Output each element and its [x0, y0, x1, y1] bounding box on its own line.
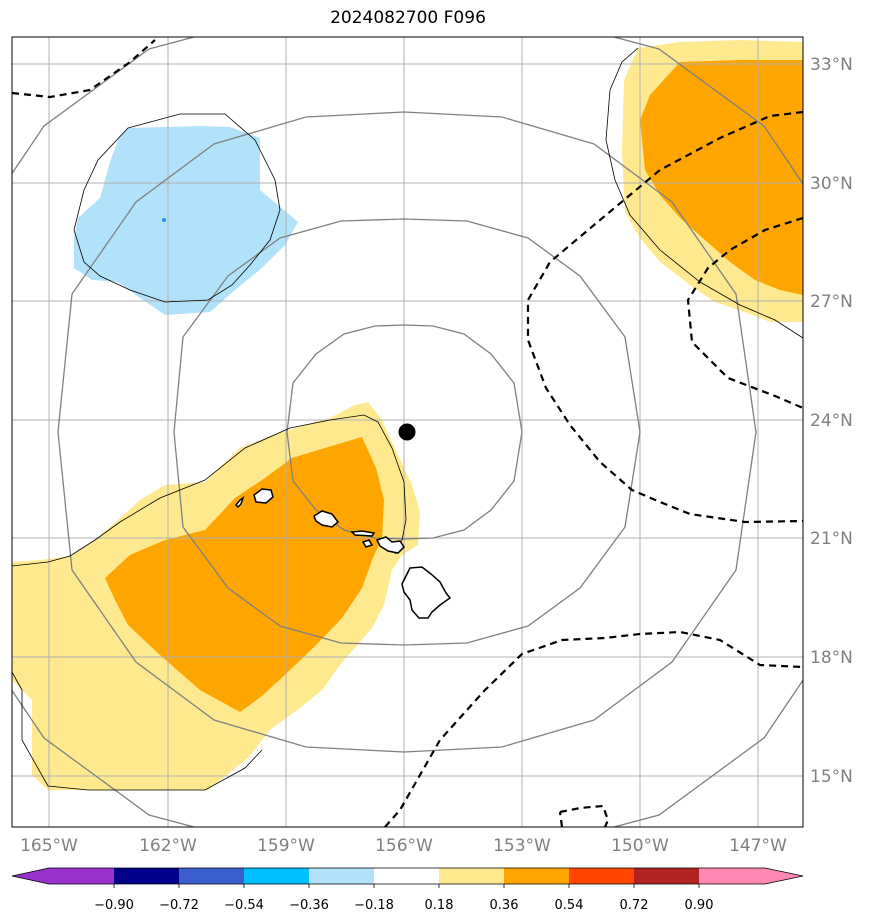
lon-label: 165°W [20, 836, 78, 856]
dashed-contour-northeast [686, 216, 803, 410]
lat-label: 30°N [810, 174, 853, 194]
colorbar-segment [49, 868, 115, 884]
colorbar-extend-high [765, 868, 803, 884]
island-maui [375, 536, 405, 554]
island-kauai [253, 488, 274, 504]
lat-label: 21°N [810, 529, 853, 549]
colorbar-tick-label: −0.36 [289, 898, 329, 913]
thin-contour-nw [73, 113, 281, 303]
thin-contour-sw-lower [12, 671, 263, 791]
lat-label: 24°N [810, 411, 853, 431]
storm-center-marker [398, 423, 416, 441]
dashed-contour-south [384, 630, 803, 827]
colorbar-segment [504, 868, 570, 884]
colorbar-tick-label: 0.36 [490, 898, 519, 913]
lat-label: 15°N [810, 767, 853, 787]
lat-label: 33°N [810, 55, 853, 75]
colorbar-tick-label: −0.54 [224, 898, 264, 913]
colorbar-tick-label: 0.54 [555, 898, 584, 913]
thin-contour-sw [12, 414, 407, 567]
map-title: 2024082700 F096 [330, 8, 486, 28]
range-ring-2 [173, 218, 641, 646]
range-ring-1 [286, 324, 523, 540]
negative-anomaly-dot [162, 218, 166, 222]
anomaly-fill-layer [12, 40, 803, 790]
colorbar-tick-label: 0.72 [620, 898, 649, 913]
lon-label: 147°W [729, 836, 787, 856]
lon-label: 162°W [139, 836, 197, 856]
island-niihau [234, 496, 245, 509]
island-oahu [313, 510, 340, 528]
colorbar-tick-label: −0.18 [354, 898, 394, 913]
thin-contour-ne [605, 47, 803, 339]
colorbar: −0.90 −0.72 −0.54 −0.36 −0.18 0.18 0.36 … [11, 867, 804, 913]
colorbar-segment [179, 868, 245, 884]
colorbar-segment [439, 868, 505, 884]
island-molokai [350, 530, 376, 537]
colorbar-segment [634, 868, 700, 884]
longitude-labels: 165°W 162°W 159°W 156°W 153°W 150°W 147°… [20, 836, 787, 856]
map-frame [11, 36, 804, 828]
colorbar-segment [374, 868, 440, 884]
dashed-contour-east [526, 110, 803, 524]
range-ring-3 [57, 111, 757, 753]
dashed-contour-small [558, 804, 610, 827]
positive-anomaly-mid-southwest [105, 437, 384, 712]
dashed-contours [12, 39, 803, 827]
negative-anomaly-northwest [74, 126, 298, 315]
colorbar-segment [114, 868, 180, 884]
colorbar-segment [244, 868, 310, 884]
lon-label: 150°W [611, 836, 669, 856]
colorbar-outline [11, 867, 804, 885]
colorbar-tick-label: −0.90 [94, 898, 134, 913]
colorbar-extend-low [12, 868, 49, 884]
colorbar-segment [699, 868, 765, 884]
island-hawaii [401, 566, 452, 619]
island-lanai [361, 539, 374, 548]
dashed-contour-nw [12, 39, 156, 99]
hawaiian-islands [234, 488, 452, 619]
colorbar-tick-label: 0.18 [425, 898, 454, 913]
colorbar-segment [309, 868, 375, 884]
colorbar-tick-label: −0.72 [159, 898, 199, 913]
colorbar-segment [569, 868, 635, 884]
lon-label: 156°W [375, 836, 433, 856]
lon-label: 153°W [493, 836, 551, 856]
thin-contours [12, 47, 803, 791]
colorbar-tick-label: 0.90 [685, 898, 714, 913]
lon-label: 159°W [257, 836, 315, 856]
lat-label: 18°N [810, 648, 853, 668]
latitude-labels: 33°N 30°N 27°N 24°N 21°N 18°N 15°N [810, 55, 853, 787]
lat-label: 27°N [810, 292, 853, 312]
